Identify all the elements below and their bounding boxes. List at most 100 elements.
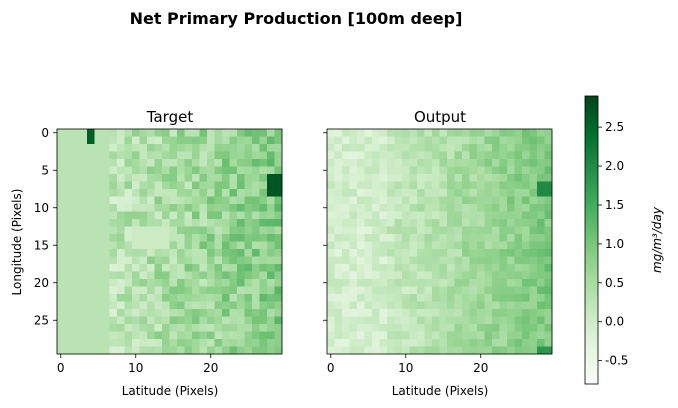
heatmap-cell bbox=[409, 309, 418, 317]
heatmap-cell bbox=[229, 129, 238, 137]
heatmap-cell bbox=[162, 144, 170, 152]
heatmap-cell bbox=[207, 151, 215, 160]
heatmap-cell bbox=[334, 151, 343, 160]
heatmap-cell bbox=[522, 189, 530, 197]
heatmap-cell bbox=[154, 256, 163, 265]
heatmap-cell bbox=[537, 189, 545, 197]
heatmap-cell bbox=[394, 331, 403, 340]
heatmap-cell bbox=[184, 241, 193, 250]
heatmap-cell bbox=[229, 241, 238, 250]
heatmap-cell bbox=[267, 279, 275, 287]
heatmap-cell bbox=[499, 249, 508, 257]
heatmap-cell bbox=[139, 196, 148, 205]
heatmap-cell bbox=[507, 324, 515, 332]
heatmap-cell bbox=[454, 226, 463, 235]
heatmap-cell bbox=[222, 234, 230, 242]
heatmap-cell bbox=[207, 204, 215, 212]
heatmap-cell bbox=[207, 189, 215, 197]
heatmap-cell bbox=[439, 226, 448, 235]
heatmap-cell bbox=[469, 211, 478, 220]
heatmap-cell bbox=[109, 211, 118, 220]
heatmap-cell bbox=[417, 294, 425, 302]
heatmap-cell bbox=[214, 316, 223, 325]
heatmap-cell bbox=[207, 144, 215, 152]
heatmap-cell bbox=[327, 204, 335, 212]
heatmap-cell bbox=[439, 286, 448, 295]
heatmap-cell bbox=[117, 286, 125, 295]
heatmap-cell bbox=[342, 211, 350, 220]
heatmap-cell bbox=[402, 279, 410, 287]
heatmap-cell bbox=[207, 129, 215, 137]
heatmap-cell bbox=[372, 159, 380, 167]
heatmap-cell bbox=[454, 331, 463, 340]
heatmap-cell bbox=[222, 339, 230, 347]
heatmap-cell bbox=[379, 204, 388, 212]
heatmap-cell bbox=[469, 196, 478, 205]
heatmap-cell bbox=[252, 316, 260, 325]
heatmap-cell bbox=[244, 271, 253, 280]
heatmap-cell bbox=[132, 339, 140, 347]
heatmap-cell bbox=[394, 166, 403, 175]
heatmap-cell bbox=[154, 241, 163, 250]
heatmap-cell bbox=[349, 151, 358, 160]
heatmap-cell bbox=[447, 346, 455, 355]
heatmap-cell bbox=[124, 136, 133, 145]
heatmap-cell bbox=[439, 331, 448, 340]
heatmap-cell bbox=[349, 331, 358, 340]
heatmap-cell bbox=[409, 241, 418, 250]
heatmap-cell bbox=[192, 166, 200, 175]
heatmap-cell bbox=[199, 211, 208, 220]
heatmap-cell bbox=[432, 339, 440, 347]
heatmap-cell bbox=[529, 129, 538, 137]
heatmap-cell bbox=[192, 234, 200, 242]
heatmap-cell bbox=[124, 159, 133, 167]
heatmap-cell bbox=[402, 241, 410, 250]
heatmap-cell bbox=[357, 301, 365, 310]
heatmap-cell bbox=[409, 339, 418, 347]
heatmap-cell bbox=[109, 196, 118, 205]
heatmap-cell bbox=[237, 324, 245, 332]
heatmap-cell bbox=[522, 294, 530, 302]
heatmap-cell bbox=[477, 241, 485, 250]
heatmap-cell bbox=[447, 264, 455, 272]
heatmap-cell bbox=[184, 211, 193, 220]
heatmap-cell bbox=[439, 144, 448, 152]
heatmap-cell bbox=[364, 174, 373, 182]
heatmap-cell bbox=[184, 264, 193, 272]
heatmap-cell bbox=[162, 316, 170, 325]
heatmap-cell bbox=[492, 301, 500, 310]
heatmap-cell bbox=[117, 271, 125, 280]
heatmap-cell bbox=[207, 346, 215, 355]
heatmap-cell bbox=[177, 331, 185, 340]
heatmap-cell bbox=[229, 189, 238, 197]
heatmap-cell bbox=[462, 331, 470, 340]
heatmap-cell bbox=[162, 324, 170, 332]
heatmap-cell bbox=[124, 166, 133, 175]
heatmap-cell bbox=[192, 219, 200, 227]
heatmap-cell bbox=[522, 346, 530, 355]
heatmap-cell bbox=[349, 181, 358, 190]
heatmap-cell bbox=[334, 309, 343, 317]
heatmap-cell bbox=[87, 331, 95, 340]
heatmap-cell bbox=[102, 279, 110, 287]
heatmap-cell bbox=[424, 324, 433, 332]
heatmap-cell bbox=[327, 271, 335, 280]
heatmap-cell bbox=[79, 294, 88, 302]
heatmap-cell bbox=[544, 136, 553, 145]
heatmap-cell bbox=[342, 151, 350, 160]
heatmap-cell bbox=[387, 256, 395, 265]
heatmap-cell bbox=[177, 271, 185, 280]
heatmap-cell bbox=[417, 151, 425, 160]
heatmap-cell bbox=[132, 346, 140, 355]
heatmap-cell bbox=[529, 136, 538, 145]
heatmap-cell bbox=[372, 309, 380, 317]
heatmap-cell bbox=[507, 174, 515, 182]
heatmap-cell bbox=[529, 286, 538, 295]
heatmap-cell bbox=[214, 331, 223, 340]
heatmap-cell bbox=[477, 174, 485, 182]
heatmap-cell bbox=[199, 256, 208, 265]
heatmap-cell bbox=[499, 181, 508, 190]
heatmap-cell bbox=[469, 181, 478, 190]
heatmap-cell bbox=[154, 234, 163, 242]
heatmap-cell bbox=[267, 129, 275, 137]
